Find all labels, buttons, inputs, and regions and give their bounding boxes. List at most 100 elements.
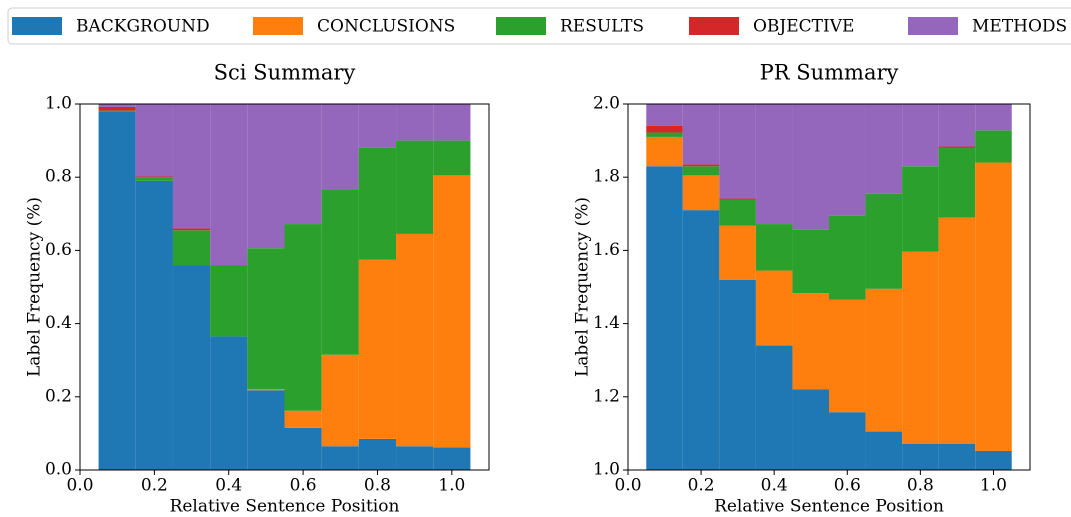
bar-segment: BACKGROUND bbox=[210, 336, 248, 470]
y-tick-label: 0.2 bbox=[45, 386, 72, 406]
bar-segment: RESULTS bbox=[172, 230, 211, 266]
bar-segment: METHODS bbox=[975, 104, 1012, 131]
bar-segment: RESULTS bbox=[98, 110, 136, 112]
y-tick-label: 0.6 bbox=[45, 240, 72, 260]
bar-segment: BACKGROUND bbox=[646, 166, 683, 470]
bar-segment: METHODS bbox=[433, 104, 471, 141]
bar-segment: BACKGROUND bbox=[938, 443, 976, 470]
bar-segment: CONCLUSIONS bbox=[902, 251, 939, 444]
bar-segment: BACKGROUND bbox=[682, 210, 720, 470]
bar-segment: METHODS bbox=[247, 104, 285, 249]
bar-segment: METHODS bbox=[396, 104, 434, 141]
bar-segment: OBJECTIVE bbox=[719, 198, 756, 200]
legend-label: CONCLUSIONS bbox=[317, 17, 455, 37]
bar-segment: METHODS bbox=[755, 104, 793, 225]
bar-segment: OBJECTIVE bbox=[98, 106, 136, 111]
y-axis-label: Label Frequency (%) bbox=[25, 197, 45, 377]
bar-segment: METHODS bbox=[902, 104, 939, 167]
bar-segment: BACKGROUND bbox=[172, 265, 211, 470]
bar-segment: CONCLUSIONS bbox=[247, 389, 285, 391]
y-tick-label: 1.6 bbox=[593, 240, 620, 260]
axes-frame bbox=[79, 103, 490, 471]
bar-segment: BACKGROUND bbox=[98, 111, 136, 470]
bar-segment: METHODS bbox=[284, 104, 322, 225]
y-tick-label: 1.8 bbox=[593, 167, 620, 187]
bar-segment: RESULTS bbox=[247, 248, 285, 390]
y-tick-label: 0.4 bbox=[45, 313, 72, 333]
bar-segment: METHODS bbox=[719, 104, 756, 199]
bar-segment: RESULTS bbox=[902, 166, 939, 252]
bar-segment: RESULTS bbox=[284, 224, 322, 411]
x-tick-label: 0.0 bbox=[614, 476, 641, 496]
bar-segment: RESULTS bbox=[682, 166, 720, 176]
bar-segment: RESULTS bbox=[975, 130, 1012, 163]
legend-label: OBJECTIVE bbox=[753, 17, 854, 37]
bar-segment: RESULTS bbox=[719, 199, 756, 226]
y-tick-label: 1.0 bbox=[45, 94, 72, 114]
bar-segment: CONCLUSIONS bbox=[646, 136, 683, 167]
bar-segment: RESULTS bbox=[646, 132, 683, 137]
bar-segment: CONCLUSIONS bbox=[396, 233, 434, 447]
x-tick-label: 0.2 bbox=[688, 476, 715, 496]
bar-segment: CONCLUSIONS bbox=[975, 162, 1012, 451]
legend-swatch bbox=[689, 17, 739, 35]
bar-segment: CONCLUSIONS bbox=[433, 175, 471, 448]
bar-segment: METHODS bbox=[792, 104, 829, 230]
bar-segment: RESULTS bbox=[321, 190, 359, 355]
x-tick-label: 0.0 bbox=[66, 476, 93, 496]
bar-segment: RESULTS bbox=[210, 265, 248, 337]
bar-segment: BACKGROUND bbox=[975, 450, 1012, 470]
bar-segment: METHODS bbox=[98, 104, 136, 107]
x-axis-label: Relative Sentence Position bbox=[714, 497, 944, 517]
legend-swatch bbox=[908, 17, 958, 35]
bar-segment: BACKGROUND bbox=[755, 345, 793, 470]
bar-segment: CONCLUSIONS bbox=[938, 217, 976, 444]
bar-segment: CONCLUSIONS bbox=[755, 270, 793, 346]
bar-segment: OBJECTIVE bbox=[682, 164, 720, 167]
x-tick-label: 0.6 bbox=[834, 476, 861, 496]
y-tick-label: 1.4 bbox=[593, 313, 620, 333]
bar-segment: CONCLUSIONS bbox=[719, 225, 756, 280]
bar-segment: RESULTS bbox=[433, 140, 471, 176]
x-tick-label: 1.0 bbox=[438, 476, 465, 496]
chart-title: PR Summary bbox=[760, 61, 899, 85]
x-tick-label: 0.6 bbox=[290, 476, 317, 496]
y-tick-label: 1.2 bbox=[593, 386, 620, 406]
bar-segment: OBJECTIVE bbox=[135, 176, 173, 178]
bar-segment: OBJECTIVE bbox=[172, 228, 211, 231]
bar-segment: BACKGROUND bbox=[792, 389, 829, 470]
bar-segment: RESULTS bbox=[938, 147, 976, 218]
bar-segment: RESULTS bbox=[829, 215, 866, 300]
chart-title: Sci Summary bbox=[214, 61, 356, 85]
bar-segment: METHODS bbox=[865, 104, 903, 194]
bar-segment: METHODS bbox=[321, 104, 359, 191]
bar-segment: METHODS bbox=[358, 104, 397, 148]
bar-segment: OBJECTIVE bbox=[646, 125, 683, 133]
bar-segment: OBJECTIVE bbox=[938, 146, 976, 148]
x-tick-label: 0.4 bbox=[761, 476, 788, 496]
bar-segment: CONCLUSIONS bbox=[792, 293, 829, 390]
x-axis-label: Relative Sentence Position bbox=[170, 497, 400, 517]
legend-label: BACKGROUND bbox=[76, 17, 210, 37]
bar-segment: METHODS bbox=[646, 104, 683, 126]
bar-segment: BACKGROUND bbox=[135, 180, 173, 471]
y-axis-label: Label Frequency (%) bbox=[573, 197, 593, 377]
axes-frame bbox=[627, 103, 1031, 471]
bar-segment: METHODS bbox=[682, 104, 720, 165]
bar-segment: RESULTS bbox=[755, 224, 793, 271]
bar-segment: RESULTS bbox=[135, 177, 173, 181]
bar-segment: BACKGROUND bbox=[247, 390, 285, 470]
x-tick-label: 0.8 bbox=[907, 476, 934, 496]
bar-segment: METHODS bbox=[172, 104, 211, 229]
legend-swatch bbox=[253, 17, 303, 35]
bar-segment: CONCLUSIONS bbox=[321, 354, 359, 447]
legend-label: RESULTS bbox=[560, 17, 644, 37]
x-tick-label: 1.0 bbox=[980, 476, 1007, 496]
legend-label: METHODS bbox=[972, 17, 1067, 37]
bar-segment: METHODS bbox=[135, 104, 173, 177]
x-tick-label: 0.4 bbox=[215, 476, 242, 496]
bar-segment: RESULTS bbox=[865, 193, 903, 289]
bar-segment: CONCLUSIONS bbox=[284, 410, 322, 428]
